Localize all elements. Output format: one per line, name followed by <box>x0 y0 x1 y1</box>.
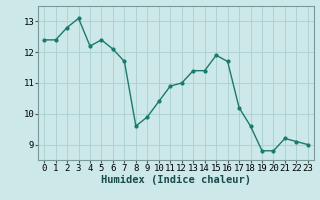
X-axis label: Humidex (Indice chaleur): Humidex (Indice chaleur) <box>101 175 251 185</box>
